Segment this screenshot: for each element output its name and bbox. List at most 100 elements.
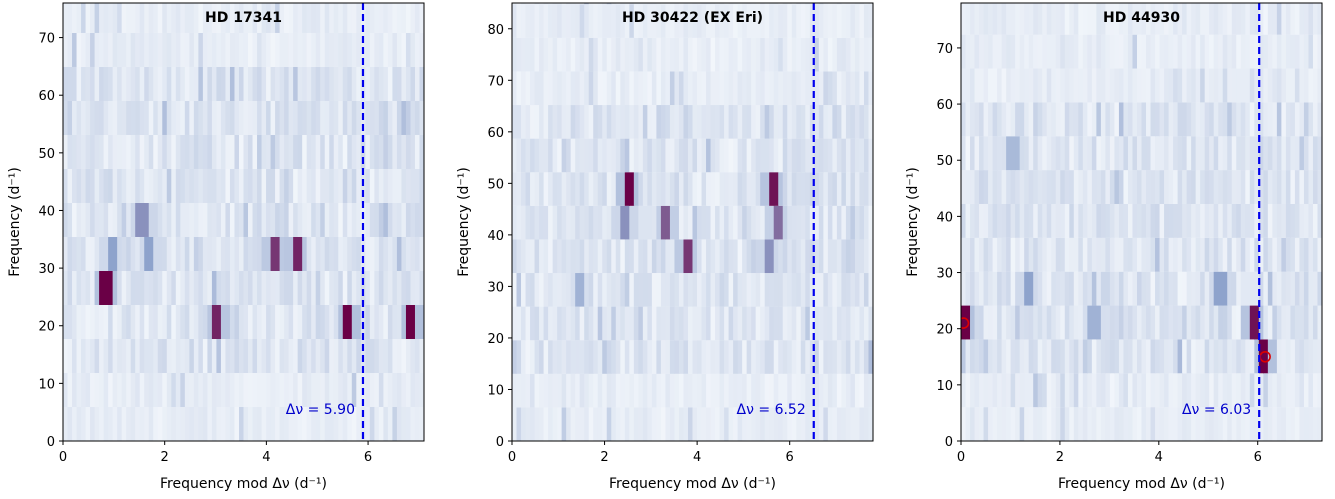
heatmap-cell	[651, 172, 657, 206]
heatmap-cell	[1146, 0, 1151, 1]
heatmap-cell	[1182, 0, 1187, 1]
heatmap-cell	[557, 37, 563, 72]
heatmap-cell	[656, 239, 662, 274]
heatmap-cell	[401, 236, 407, 271]
heatmap-cell	[1146, 407, 1152, 441]
heatmap-cell	[414, 202, 421, 237]
heatmap-cell	[293, 66, 299, 101]
heatmap-cell	[760, 138, 766, 173]
heatmap-cell	[1042, 271, 1048, 306]
heatmap-cell	[728, 239, 734, 274]
heatmap-cell	[566, 37, 572, 72]
heatmap-cell	[1091, 203, 1097, 238]
heatmap-cell	[787, 205, 793, 240]
heatmap-cell	[733, 407, 739, 441]
heatmap-cell	[383, 66, 389, 101]
heatmap-cell	[166, 338, 172, 373]
heatmap-cell	[997, 339, 1003, 374]
heatmap-cell	[1015, 373, 1021, 408]
heatmap-cell	[539, 71, 545, 106]
heatmap-cell	[755, 4, 761, 38]
heatmap-cell	[710, 373, 716, 408]
heatmap-cell	[800, 3, 806, 5]
heatmap-cell	[961, 136, 967, 171]
heatmap-cell	[207, 304, 213, 339]
heatmap-cell	[854, 205, 861, 240]
heatmap-cell	[683, 105, 689, 139]
heatmap-cell	[1141, 68, 1147, 103]
heatmap-cell	[90, 134, 96, 169]
heatmap-cell	[566, 340, 572, 374]
heatmap-cell	[1065, 0, 1070, 1]
heatmap-cell	[1159, 3, 1165, 35]
heatmap-cell	[1091, 102, 1097, 137]
heatmap-cell	[225, 406, 231, 441]
heatmap-cell	[1204, 203, 1210, 238]
heatmap-cell	[656, 273, 662, 307]
heatmap-cell	[1073, 305, 1079, 340]
heatmap-cell	[1240, 34, 1246, 69]
heatmap-cell	[665, 37, 671, 72]
heatmap-cell	[1042, 170, 1048, 204]
heatmap-cell	[1200, 271, 1206, 306]
heatmap-cell	[243, 236, 249, 271]
heatmap-cell	[787, 172, 793, 206]
heatmap-cell	[229, 270, 236, 305]
heatmap-cell	[778, 340, 784, 374]
heatmap-cell	[171, 270, 177, 305]
heatmap-cell	[329, 338, 335, 373]
heatmap-cell	[651, 37, 657, 72]
heatmap-cell	[1114, 0, 1119, 1]
heatmap-cell	[525, 37, 531, 72]
heatmap-cell	[974, 136, 980, 171]
heatmap-cell	[302, 168, 308, 203]
heatmap-cell	[818, 273, 824, 307]
heatmap-cell	[1001, 407, 1007, 441]
heatmap-cell	[1060, 34, 1066, 69]
heatmap-cell	[988, 271, 994, 306]
heatmap-cell	[715, 273, 721, 307]
heatmap-cell	[719, 306, 725, 341]
heatmap-cell	[818, 138, 824, 173]
heatmap-cell	[593, 138, 599, 173]
heatmap-cell	[396, 304, 403, 339]
heatmap-cell	[311, 236, 317, 271]
heatmap-cell	[387, 168, 394, 203]
heatmap-cell	[597, 4, 603, 38]
heatmap-cell	[184, 168, 190, 203]
heatmap-cell	[284, 3, 290, 33]
heatmap-cell	[171, 202, 177, 237]
heatmap-cell	[975, 0, 980, 1]
heatmap-cell	[216, 66, 222, 101]
heatmap-cell	[1308, 373, 1314, 408]
heatmap-cell	[320, 202, 326, 237]
heatmap-cell	[175, 134, 181, 169]
heatmap-cell	[1132, 305, 1138, 340]
heatmap-cell	[669, 340, 676, 374]
heatmap-cell	[144, 66, 150, 101]
heatmap-cell	[1073, 170, 1079, 204]
heatmap-cell	[1105, 373, 1111, 408]
heatmap-cell	[1236, 407, 1242, 441]
heatmap-cell	[629, 4, 635, 38]
heatmap-cell	[1123, 339, 1129, 374]
heatmap-cell	[965, 237, 971, 272]
heatmap-cell	[248, 236, 254, 271]
heatmap-cell	[818, 37, 824, 72]
heatmap-cell	[660, 273, 667, 307]
heatmap-cell	[787, 71, 793, 106]
heatmap-cell	[773, 239, 779, 274]
heatmap-cell	[1105, 305, 1111, 340]
x-tick-label: 6	[364, 450, 372, 465]
heatmap-cell	[1173, 34, 1179, 69]
heatmap-cell	[383, 304, 389, 339]
heatmap-cell	[751, 4, 757, 38]
heatmap-cell	[1258, 102, 1264, 137]
circled-mode-marker	[961, 317, 970, 329]
heatmap-cell	[1281, 170, 1287, 204]
heatmap-cell	[1308, 237, 1314, 272]
heatmap-cell	[611, 37, 617, 72]
heatmap-cell	[171, 338, 177, 373]
heatmap-cell	[692, 37, 698, 72]
heatmap-cell	[1317, 203, 1322, 238]
